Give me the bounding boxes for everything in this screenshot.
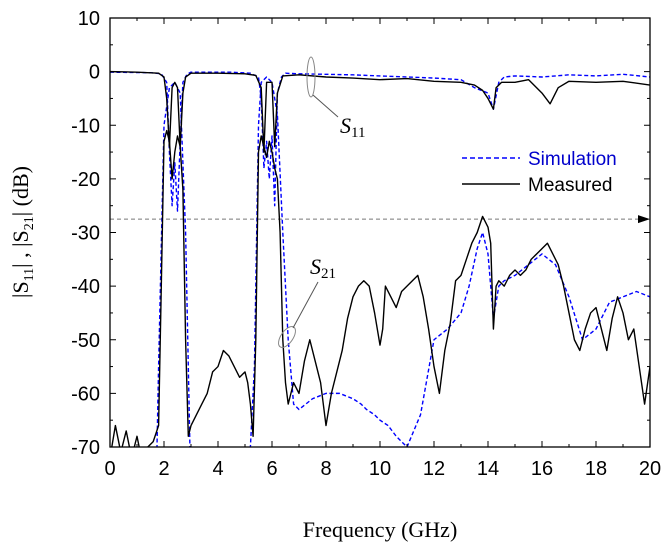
s21-label-sub: 21	[321, 266, 336, 282]
measured-s11-line	[110, 70, 650, 153]
reference-layer	[110, 215, 650, 224]
x-axis-label: Frequency (GHz)	[303, 517, 458, 542]
label-layer: 0 2 4 6 8 10 12 14 16 18 20 10 0 -10 -20 -30 -40 -50 -60 -7…	[71, 8, 661, 480]
y-tick-label: 0	[89, 62, 100, 84]
x-tick-label: 2	[158, 458, 169, 480]
s21-pointer	[292, 281, 319, 329]
y-axis-label: |S11| , |S21| (dB)	[8, 166, 37, 298]
s21-ellipse	[278, 326, 296, 348]
reference-arrow	[638, 215, 650, 224]
s11-label: S11	[340, 113, 365, 141]
x-tick-label: 20	[639, 458, 661, 480]
y-tick-label: -30	[71, 223, 100, 245]
measured-s21-line	[111, 129, 650, 447]
simulation-s11-line	[110, 71, 650, 212]
s21-label: S21	[310, 254, 336, 282]
s11-label-sub: 11	[351, 125, 365, 141]
y-label-sub-1: 11	[22, 268, 37, 281]
s11-pointer	[312, 94, 339, 118]
series-layer	[110, 70, 650, 447]
simulation-s21-line	[156, 76, 650, 447]
x-tick-label: 4	[212, 458, 223, 480]
y-tick-label: -20	[71, 169, 100, 191]
y-tick-label: -10	[71, 115, 100, 137]
legend-label-measured: Measured	[528, 175, 613, 196]
y-tick-label: -50	[71, 330, 100, 352]
annotation-s11: S11	[306, 56, 365, 141]
y-label-part-3: | (dB)	[8, 166, 33, 216]
y-tick-label: -40	[71, 276, 100, 298]
y-tick-label: 10	[78, 8, 100, 30]
y-tick-label: -60	[71, 383, 100, 405]
x-tick-label: 0	[104, 458, 115, 480]
x-tick-label: 6	[266, 458, 277, 480]
y-label-part-1: |S	[8, 281, 33, 298]
y-tick-label: -70	[71, 437, 100, 459]
x-tick-label: 16	[531, 458, 553, 480]
y-label-sub-2: 21	[22, 216, 37, 230]
s11-label-main: S	[340, 113, 351, 138]
x-tick-label: 18	[585, 458, 607, 480]
annotation-s21: S21	[278, 254, 336, 348]
x-tick-label: 8	[320, 458, 331, 480]
x-tick-label: 14	[477, 458, 499, 480]
x-tick-label: 12	[423, 458, 445, 480]
plot-frame	[109, 17, 651, 448]
legend: Simulation Measured	[462, 149, 617, 196]
x-tick-label: 10	[369, 458, 391, 480]
y-label-part-2: | , |S	[8, 230, 33, 268]
s21-label-main: S	[310, 254, 321, 279]
legend-label-simulation: Simulation	[528, 149, 617, 170]
s11-ellipse	[306, 56, 316, 98]
tick-layer	[109, 17, 651, 448]
